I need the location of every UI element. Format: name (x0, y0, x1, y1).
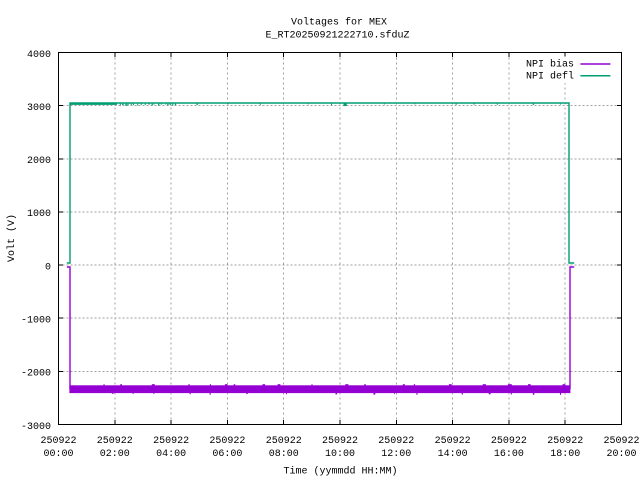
svg-text:250922: 250922 (153, 436, 189, 447)
svg-text:Voltages for MEX: Voltages for MEX (291, 17, 387, 29)
svg-text:10:00: 10:00 (325, 449, 355, 460)
svg-text:E_RT20250921222710.sfduZ: E_RT20250921222710.sfduZ (265, 29, 409, 41)
svg-text:250922: 250922 (435, 436, 471, 447)
svg-text:04:00: 04:00 (156, 449, 186, 460)
svg-text:4000: 4000 (27, 50, 51, 61)
svg-text:3000: 3000 (27, 103, 51, 114)
svg-text:250922: 250922 (266, 436, 302, 447)
svg-text:Time (yymmdd HH:MM): Time (yymmdd HH:MM) (283, 466, 397, 478)
svg-text:12:00: 12:00 (381, 449, 411, 460)
svg-text:NPI bias: NPI bias (526, 59, 574, 71)
svg-text:06:00: 06:00 (212, 449, 242, 460)
svg-text:250922: 250922 (97, 436, 133, 447)
svg-text:08:00: 08:00 (269, 449, 299, 460)
svg-text:1000: 1000 (27, 209, 51, 220)
svg-text:02:00: 02:00 (100, 449, 130, 460)
svg-text:Volt (V): Volt (V) (6, 214, 18, 262)
svg-text:2000: 2000 (27, 156, 51, 167)
svg-text:NPI defl: NPI defl (526, 70, 574, 82)
svg-text:16:00: 16:00 (494, 449, 524, 460)
svg-text:18:00: 18:00 (550, 449, 580, 460)
svg-text:0: 0 (45, 262, 51, 273)
svg-text:250922: 250922 (209, 436, 245, 447)
svg-text:-3000: -3000 (21, 422, 51, 433)
svg-text:250922: 250922 (322, 436, 358, 447)
svg-text:00:00: 00:00 (43, 449, 73, 460)
svg-text:250922: 250922 (378, 436, 414, 447)
svg-text:250922: 250922 (40, 436, 76, 447)
svg-text:14:00: 14:00 (438, 449, 468, 460)
svg-text:-2000: -2000 (21, 369, 51, 380)
svg-text:250922: 250922 (547, 436, 583, 447)
svg-text:250922: 250922 (491, 436, 527, 447)
svg-text:250922: 250922 (603, 436, 639, 447)
svg-text:20:00: 20:00 (606, 449, 636, 460)
svg-text:-1000: -1000 (21, 316, 51, 327)
